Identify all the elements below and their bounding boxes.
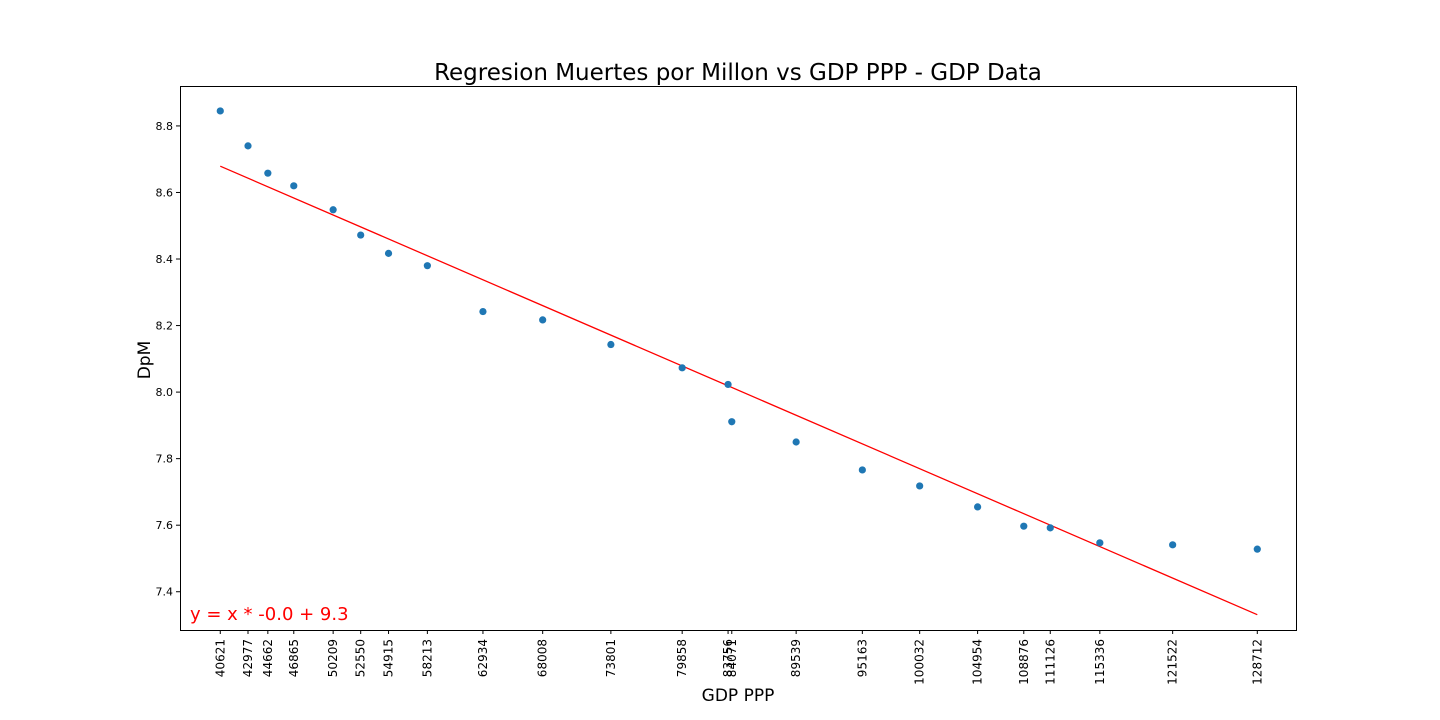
data-point	[724, 380, 732, 389]
y-tick-label: 7.8	[156, 453, 174, 466]
x-tick-label: 68008	[536, 639, 550, 677]
data-point	[290, 182, 298, 190]
data-point	[792, 438, 800, 446]
data-point	[264, 169, 272, 177]
x-tick-label: 121522	[1166, 639, 1180, 685]
x-tick-label: 73801	[604, 639, 618, 677]
data-point	[607, 340, 615, 349]
plot-frame	[180, 86, 1297, 631]
x-tick-label: 44662	[261, 639, 275, 677]
y-tick-label: 8.8	[156, 120, 174, 133]
y-axis-ticks: 7.4 7.6 7.8 8.0 8.2 8.4 8.6 8.8	[156, 120, 180, 599]
x-tick-label: 95163	[855, 639, 869, 677]
x-tick-label: 58213	[420, 639, 434, 677]
data-point	[423, 262, 431, 270]
x-tick-label: 42977	[241, 639, 255, 677]
x-tick-label: 111126	[1043, 639, 1057, 685]
x-tick-label: 84071	[725, 639, 739, 677]
x-tick-label: 40621	[213, 639, 227, 677]
x-tick-label: 128712	[1250, 639, 1264, 685]
x-axis-label: GDP PPP	[702, 686, 775, 706]
data-point	[974, 503, 982, 511]
regression-line	[220, 165, 1258, 616]
data-point	[728, 418, 736, 426]
x-axis-ticks: 40621 42977 44662 46865 50209 52550 54915 58213…	[213, 630, 1264, 685]
data-point	[1046, 524, 1054, 532]
y-tick-label: 8.0	[156, 386, 174, 399]
data-point	[678, 364, 686, 372]
data-point	[1096, 539, 1104, 547]
data-point	[244, 142, 252, 150]
x-tick-label: 104954	[971, 639, 985, 685]
y-tick-label: 7.6	[156, 519, 174, 532]
data-points	[216, 107, 1261, 553]
x-tick-label: 83756	[721, 639, 735, 677]
x-tick-label: 62934	[476, 639, 490, 677]
y-tick-label: 8.6	[156, 186, 174, 199]
y-tick-label: 7.4	[156, 586, 174, 599]
x-tick-label: 50209	[326, 639, 340, 677]
x-tick-label: 115336	[1093, 639, 1107, 685]
data-point	[329, 206, 337, 214]
data-point	[384, 249, 393, 257]
x-tick-label: 108876	[1017, 639, 1031, 685]
x-tick-label: 89539	[789, 639, 803, 677]
x-tick-label: 54915	[382, 639, 396, 677]
data-point	[858, 466, 866, 474]
data-point	[1253, 545, 1261, 553]
data-point	[479, 307, 487, 316]
data-point	[1169, 541, 1177, 549]
x-tick-label: 46865	[287, 639, 301, 677]
x-tick-label: 100032	[913, 639, 927, 685]
data-point	[539, 316, 547, 324]
data-point	[216, 107, 224, 115]
x-tick-label: 79858	[675, 639, 689, 677]
x-tick-label: 52550	[354, 639, 368, 677]
y-tick-label: 8.4	[156, 253, 174, 266]
y-tick-label: 8.2	[156, 320, 174, 333]
data-point	[916, 482, 924, 490]
chart-title: Regresion Muertes por Millon vs GDP PPP …	[434, 60, 1042, 86]
data-point	[357, 231, 365, 239]
data-point	[1020, 522, 1028, 530]
y-axis-label: DpM	[135, 341, 155, 380]
regression-equation: y = x * -0.0 + 9.3	[190, 604, 349, 625]
